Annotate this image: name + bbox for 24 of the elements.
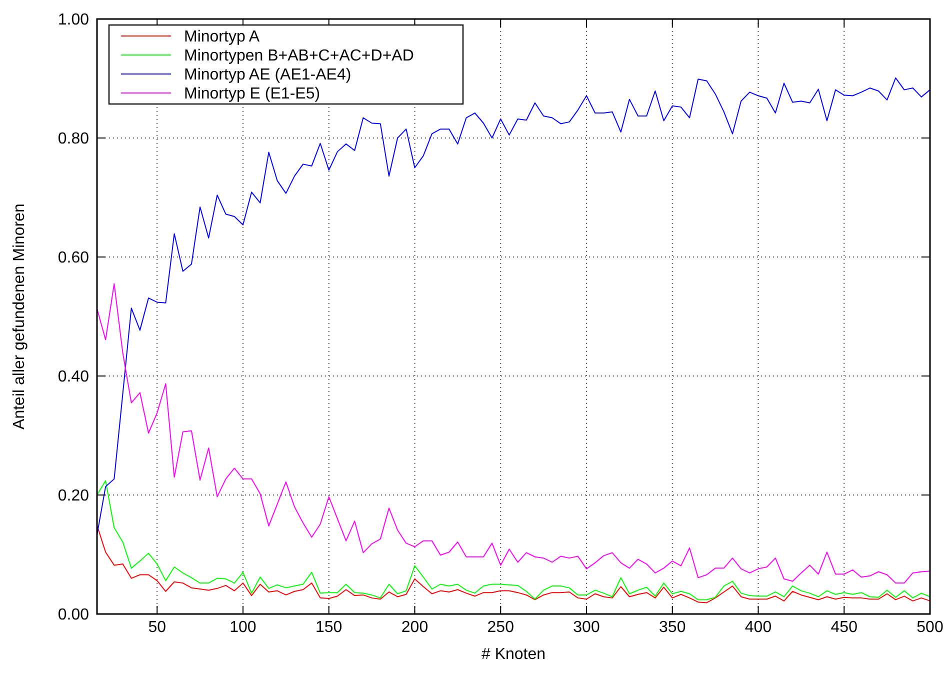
y-axis-title: Anteil aller gefundenen Minoren [11, 204, 28, 430]
y-tick-label: 0.60 [58, 250, 90, 267]
y-tick-label: 0.00 [58, 606, 90, 624]
y-tick-label: 0.40 [58, 368, 90, 386]
x-tick-label: 300 [573, 619, 600, 636]
x-tick-label: 250 [487, 619, 514, 636]
line-series [96, 283, 930, 584]
x-tick-label: 200 [401, 619, 428, 636]
legend-label: Minortyp E (E1-E5) [184, 86, 320, 103]
y-tick-label: 0.80 [58, 130, 90, 148]
x-axis-title: # Knoten [481, 646, 546, 663]
legend-label: Minortyp A [184, 28, 260, 46]
x-tick-label: 500 [916, 619, 944, 636]
x-tick-label: 100 [230, 619, 256, 636]
legend-label: Minortyp AE (AE1-AE4) [184, 66, 352, 84]
x-tick-label: 400 [744, 619, 772, 636]
legend-label: Minortypen B+AB+C+AC+D+AD [184, 48, 414, 65]
x-tick-label: 350 [659, 619, 686, 636]
x-tick-label: 50 [148, 619, 166, 636]
line-series [96, 480, 930, 600]
y-tick-label: 0.20 [58, 488, 90, 505]
y-tick-label: 1.00 [58, 12, 90, 29]
x-tick-label: 450 [830, 619, 858, 636]
x-tick-label: 150 [316, 619, 342, 636]
